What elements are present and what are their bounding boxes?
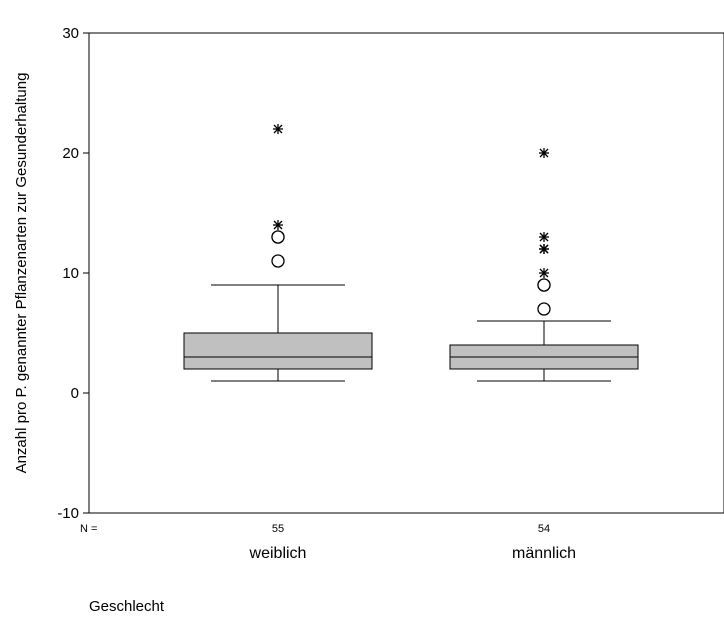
y-axis-ticks: -10 0 10 20 30 [57, 25, 89, 522]
y-tick-label: 10 [62, 265, 79, 282]
outlier-point [537, 278, 551, 292]
outlier-point [271, 254, 285, 268]
outlier-point [537, 302, 551, 316]
n-count-label: 54 [538, 523, 550, 535]
box-group [183, 124, 373, 382]
box-group [449, 148, 639, 382]
extreme-point [273, 220, 283, 230]
plot-frame [88, 32, 724, 514]
iqr-box [183, 332, 373, 370]
y-tick-label: 30 [62, 25, 79, 42]
y-tick-label: -10 [57, 505, 79, 522]
n-prefix-label: N = [80, 523, 97, 535]
y-axis-label: Anzahl pro P. genannter Pflanzenarten zu… [13, 73, 30, 474]
outlier-point [271, 230, 285, 244]
x-axis-label: Geschlecht [89, 598, 165, 615]
n-count-label: 55 [272, 523, 284, 535]
y-tick-label: 0 [71, 385, 79, 402]
extreme-point [539, 232, 549, 242]
extreme-point [539, 244, 549, 254]
category-label: männlich [512, 545, 576, 562]
extreme-point [539, 148, 549, 158]
category-label: weiblich [249, 545, 307, 562]
box-groups [183, 124, 639, 382]
y-tick-label: 20 [62, 145, 79, 162]
extreme-point [539, 268, 549, 278]
category-labels: 55 weiblich 54 männlich [249, 523, 576, 562]
extreme-point [273, 124, 283, 134]
